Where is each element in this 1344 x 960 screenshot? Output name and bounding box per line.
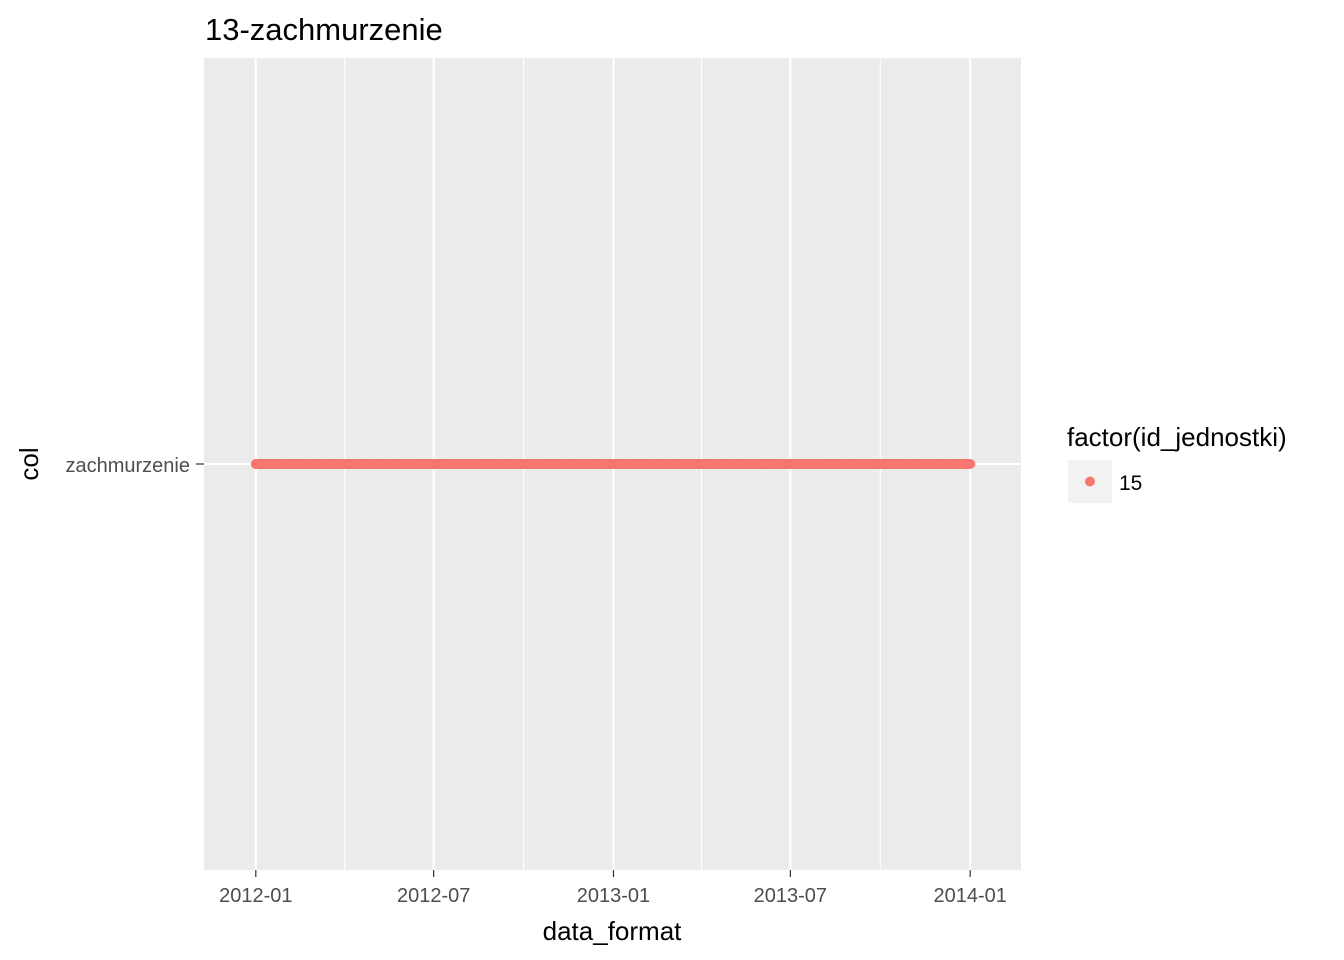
x-axis: 2012-01 2012-07 2013-01 2013-07 2014-01 — [219, 870, 1007, 907]
legend: factor(id_jednostki) 15 — [1067, 422, 1287, 503]
y-tick-label: zachmurzenie — [65, 455, 190, 477]
legend-label: 15 — [1119, 472, 1142, 495]
x-tick-label: 2014-01 — [933, 885, 1006, 907]
y-axis: zachmurzenie — [65, 455, 204, 477]
x-tick-label: 2012-01 — [219, 885, 292, 907]
data-points — [250, 459, 976, 469]
x-tick-label: 2013-01 — [577, 885, 650, 907]
x-axis-title: data_format — [543, 916, 683, 946]
legend-title: factor(id_jednostki) — [1067, 422, 1287, 452]
data-point — [965, 459, 976, 469]
x-tick-label: 2012-07 — [397, 885, 470, 907]
legend-point-icon — [1085, 476, 1095, 487]
x-tick-label: 2013-07 — [754, 885, 827, 907]
y-axis-title: col — [14, 447, 44, 480]
chart-title: 13-zachmurzenie — [205, 12, 443, 47]
